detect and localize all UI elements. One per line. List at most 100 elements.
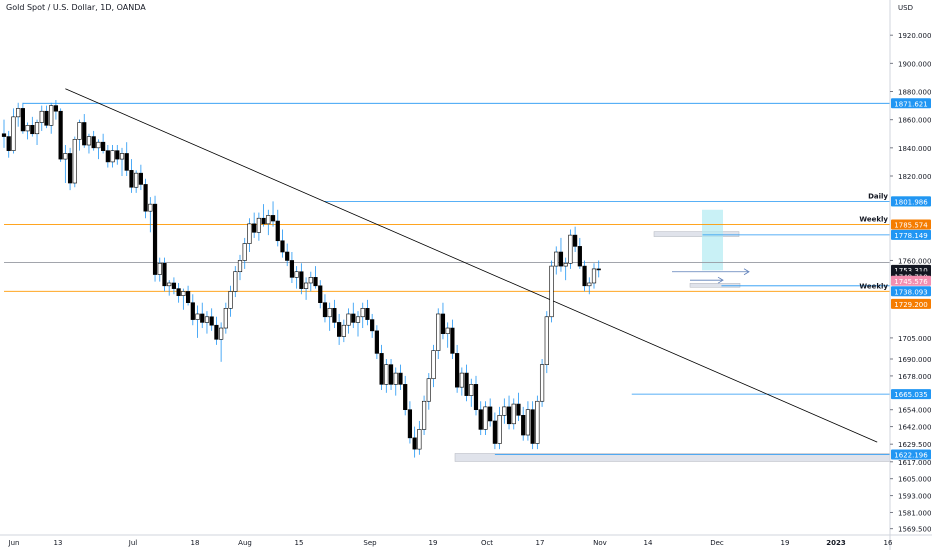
candle-body xyxy=(332,308,337,323)
candle-body xyxy=(91,136,96,149)
candle-body xyxy=(247,223,252,244)
trendline xyxy=(65,88,878,443)
price-tag xyxy=(891,449,931,460)
price-tag-label: 1778.149 xyxy=(894,232,927,240)
candle-body xyxy=(473,384,479,410)
y-tick-label: 1760.000 xyxy=(898,257,931,265)
candle-body xyxy=(374,330,379,354)
candle-body xyxy=(327,308,332,318)
candle-body xyxy=(11,116,16,151)
candle-body xyxy=(6,136,11,151)
target-zone xyxy=(702,209,723,271)
x-tick-label: Sep xyxy=(363,539,377,547)
candle-body xyxy=(341,324,346,337)
candle-body xyxy=(346,313,351,326)
candle-body xyxy=(497,415,502,444)
y-tick-label: 1900.000 xyxy=(898,60,931,68)
candle-body xyxy=(72,139,77,184)
level-label: Weekly xyxy=(859,282,888,290)
candle-body xyxy=(285,251,290,261)
candle-body xyxy=(370,319,375,332)
candle-body xyxy=(1,133,7,137)
candle-body xyxy=(44,110,49,126)
candle-body xyxy=(63,153,68,160)
candle-body xyxy=(459,372,464,388)
entry-zone xyxy=(689,283,741,288)
x-tick-label: 16 xyxy=(884,539,893,547)
candle-body xyxy=(426,378,431,402)
candle-body xyxy=(171,282,177,289)
y-tick-label: 1880.000 xyxy=(898,89,931,97)
candle-body xyxy=(360,308,365,318)
candle-body xyxy=(96,141,101,149)
candle-body xyxy=(148,203,153,212)
candle-body xyxy=(502,406,507,416)
price-tag xyxy=(891,98,931,109)
candle-body xyxy=(322,302,328,318)
y-tick-label: 1581.000 xyxy=(898,509,931,517)
candle-body xyxy=(105,150,110,163)
y-tick-label: 1820.000 xyxy=(898,173,931,181)
candle-body xyxy=(270,215,276,222)
candle-body xyxy=(516,403,521,416)
candle-body xyxy=(228,291,233,309)
candle-body xyxy=(138,172,143,185)
candle-body xyxy=(577,246,582,267)
candle-body xyxy=(483,406,488,430)
price-tag-label: 1753.310 xyxy=(894,267,927,275)
zones-layer xyxy=(454,209,891,462)
candle-body xyxy=(403,384,408,410)
candle-body xyxy=(294,271,299,278)
candles-layer[interactable] xyxy=(1,99,601,458)
candle-body xyxy=(275,220,280,242)
candle-body xyxy=(478,409,483,430)
price-tag-label: 1738.093 xyxy=(894,288,927,296)
candle-body xyxy=(549,265,554,318)
candle-body xyxy=(587,282,592,287)
candle-body xyxy=(49,105,54,126)
y-tick-label: 1678.000 xyxy=(898,373,931,381)
candle-body xyxy=(573,234,578,247)
y-tick-label: 1642.000 xyxy=(898,424,931,432)
candle-body xyxy=(25,125,30,132)
x-tick-label: Oct xyxy=(481,539,493,547)
x-tick-label: 19 xyxy=(781,539,790,547)
y-tick-label: 1920.000 xyxy=(898,32,931,40)
trendline-layer xyxy=(65,88,878,443)
candle-body xyxy=(129,170,134,188)
y-tick-label: 1840.000 xyxy=(898,145,931,153)
y-tick-label: 1617.000 xyxy=(898,459,931,467)
time-axis[interactable]: Jun 13 Jul 18 Aug 15 Sep 19 Oct 17 Nov 14 Dec 19 2023 1… xyxy=(0,534,932,547)
candle-body xyxy=(450,327,455,354)
candle-body xyxy=(393,372,398,385)
arrow-head xyxy=(717,276,724,284)
price-axis[interactable]: USD 1920.000 1900.000 1880.000 1860.000 1840.… xyxy=(889,0,931,550)
x-tick-label: 15 xyxy=(295,539,304,547)
candle-body xyxy=(200,313,205,323)
candle-body xyxy=(488,406,493,422)
candle-body xyxy=(152,203,158,275)
candle-body xyxy=(563,262,568,267)
candle-body xyxy=(440,313,446,334)
price-tag xyxy=(891,229,931,240)
candle-body xyxy=(379,353,384,385)
candle-body xyxy=(525,409,531,436)
currency-label: USD xyxy=(898,4,913,12)
candle-body xyxy=(355,316,361,323)
y-tick-label: 1605.000 xyxy=(898,476,931,484)
candle-body xyxy=(539,364,545,402)
candle-body xyxy=(521,415,526,436)
candle-body xyxy=(237,260,243,273)
x-tick-label: 14 xyxy=(644,539,653,547)
candle-body xyxy=(388,364,394,385)
candle-body xyxy=(535,400,540,444)
arrow-head xyxy=(743,268,750,276)
candle-body xyxy=(337,322,342,337)
y-tick-label: 1629.500 xyxy=(898,441,931,449)
candle-body xyxy=(303,282,309,289)
candle-body xyxy=(351,313,356,323)
candle-body xyxy=(407,409,413,439)
candle-body xyxy=(219,327,224,340)
